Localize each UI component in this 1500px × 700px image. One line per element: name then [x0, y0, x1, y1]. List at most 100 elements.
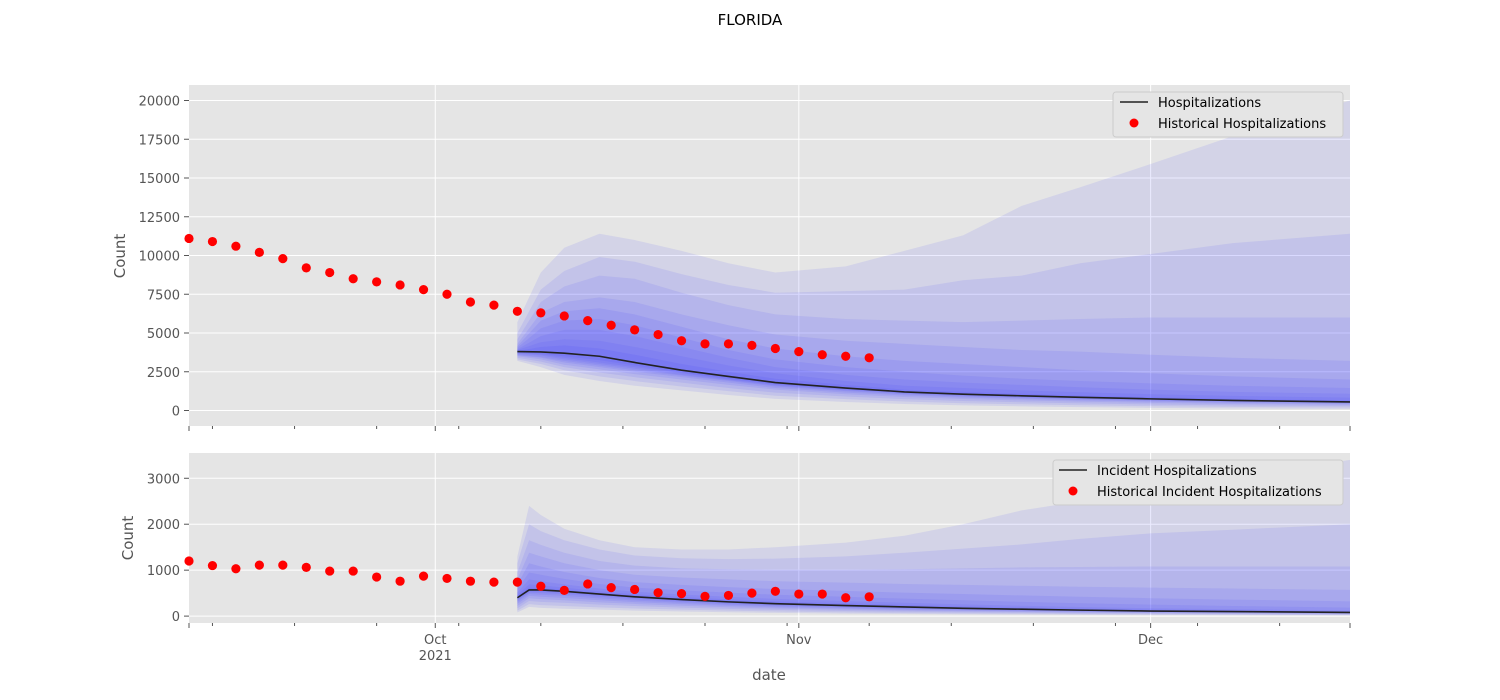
- historical-point: [606, 583, 616, 593]
- historical-point: [489, 300, 499, 310]
- legend-entry-hospitalizations: Hospitalizations: [1158, 96, 1261, 111]
- historical-point: [254, 247, 264, 257]
- historical-point: [700, 339, 710, 349]
- historical-point: [559, 585, 569, 595]
- historical-point: [653, 329, 663, 340]
- historical-point: [442, 289, 452, 299]
- historical-point: [301, 562, 311, 573]
- historical-point: [231, 564, 241, 574]
- x-axis-label: date: [752, 666, 786, 684]
- historical-point: [653, 588, 663, 598]
- historical-point: [418, 285, 429, 295]
- historical-point: [489, 577, 499, 587]
- series-line-incident-hospitalizations: [516, 589, 1351, 614]
- y-tick-label: 3000: [147, 472, 180, 487]
- historical-point: [325, 267, 335, 278]
- historical-point: [536, 308, 546, 318]
- historical-point: [207, 236, 218, 247]
- forecast-band-9: [517, 345, 1350, 403]
- y-tick-label: 12500: [139, 211, 180, 226]
- legend-incident-hospitalizations: Incident Hospitalizations Historical Inc…: [1052, 459, 1344, 506]
- forecast-band-6: [517, 572, 1350, 614]
- historical-point: [770, 586, 780, 596]
- legend-box: [1112, 91, 1344, 138]
- series-line-hospitalizations: [517, 350, 1351, 403]
- historical-point: [207, 560, 218, 571]
- legend-hospitalizations: Hospitalizations Historical Hospitalizat…: [1112, 91, 1344, 138]
- historical-point: [817, 350, 827, 360]
- historical-point: [723, 339, 734, 349]
- legend-entry-historical-incident-hospitalizations: Historical Incident Hospitalizations: [1097, 485, 1322, 500]
- historical-point: [442, 573, 452, 584]
- historical-point: [864, 592, 874, 602]
- y-tick-label: 2000: [147, 518, 180, 533]
- historical-point: [794, 589, 804, 599]
- historical-point: [231, 241, 241, 251]
- historical-point: [536, 581, 546, 591]
- historical-point: [630, 584, 640, 595]
- forecast-band-6: [517, 319, 1350, 404]
- y-tick-label: 17500: [139, 133, 180, 148]
- forecast-band-5: [517, 308, 1350, 404]
- gridlines-hospitalizations: [189, 85, 1350, 426]
- historical-point: [676, 588, 687, 599]
- historical-point: [348, 566, 358, 576]
- historical-point: [465, 297, 476, 307]
- historical-point: [301, 263, 311, 273]
- legend-entry-incident-hospitalizations: Incident Hospitalizations: [1097, 464, 1257, 479]
- x-tick-label: Dec: [1138, 633, 1163, 648]
- forecast-band-4: [517, 297, 1350, 405]
- forecast-band-7: [517, 329, 1350, 403]
- historical-point: [372, 572, 382, 582]
- historical-point: [184, 233, 194, 244]
- x-tick-label: Nov: [786, 633, 812, 648]
- panel-hospitalizations: 0 2500 5000 7500 10000 12500 15000 17500 20000 C…: [111, 85, 1351, 431]
- y-tick-label: 10000: [139, 250, 180, 265]
- y-axis-label-hospitalizations: Count: [111, 234, 129, 279]
- historical-point: [747, 340, 757, 350]
- historical-point: [606, 320, 616, 330]
- historical-point: [841, 351, 851, 361]
- historical-point: [465, 576, 476, 586]
- historical-point: [841, 593, 851, 603]
- historical-point: [184, 556, 194, 566]
- y-tick-label: 7500: [147, 288, 180, 303]
- historical-point: [723, 590, 734, 601]
- historical-point: [700, 591, 710, 601]
- historical-point: [278, 254, 288, 264]
- historical-point: [278, 560, 288, 570]
- historical-point: [864, 353, 874, 363]
- y-tick-label: 0: [172, 405, 180, 420]
- x-tick-label: Oct: [424, 633, 446, 648]
- series-points-historical-incident-hospitalizations: [184, 556, 874, 603]
- legend-marker-swatch: [1068, 486, 1078, 496]
- forecast-band-1: [517, 100, 1350, 409]
- historical-point: [676, 336, 687, 346]
- forecast-band-5: [517, 563, 1350, 614]
- historical-point: [770, 343, 780, 354]
- historical-point: [630, 325, 640, 335]
- forecast-band-2: [517, 233, 1350, 408]
- y-tick-label: 20000: [139, 95, 180, 110]
- y-axis-ticks-incident-hospitalizations: 0 1000 2000 3000: [147, 472, 189, 625]
- historical-point: [372, 277, 382, 287]
- figure-title: FLORIDA: [718, 11, 783, 29]
- historical-point: [512, 577, 522, 587]
- x-axis-ticks-hospitalizations: [188, 426, 1351, 431]
- historical-point: [583, 316, 593, 326]
- forecast-band-3: [517, 275, 1350, 407]
- historical-point: [512, 306, 522, 316]
- forecast-bands-hospitalizations: [517, 100, 1350, 409]
- historical-point: [395, 576, 405, 586]
- y-tick-label: 2500: [147, 366, 180, 381]
- historical-point: [254, 560, 264, 570]
- y-tick-label: 1000: [147, 564, 180, 579]
- y-axis-label-incident-hospitalizations: Count: [119, 516, 137, 561]
- y-tick-label: 5000: [147, 327, 180, 342]
- series-points-historical-hospitalizations: [184, 233, 874, 363]
- legend-marker-swatch: [1129, 118, 1139, 128]
- y-tick-label: 15000: [139, 172, 180, 187]
